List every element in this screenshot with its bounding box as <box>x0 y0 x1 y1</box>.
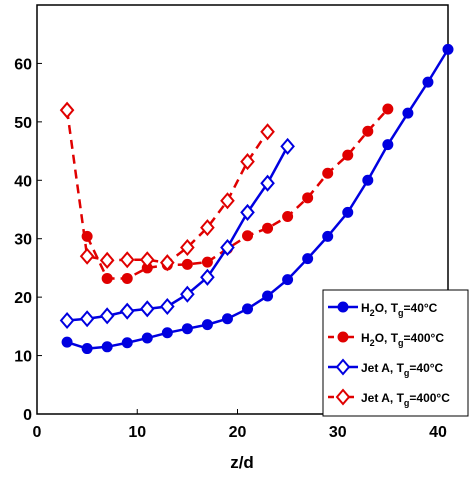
marker <box>159 254 175 272</box>
marker <box>262 290 274 302</box>
marker <box>262 222 274 234</box>
marker <box>382 139 394 151</box>
series-line <box>66 145 289 322</box>
legend-marker <box>335 358 351 376</box>
y-tick-label: 50 <box>14 115 32 132</box>
marker <box>79 310 95 328</box>
legend-text-part: O, T <box>375 331 399 345</box>
marker <box>180 285 195 303</box>
marker <box>121 337 133 349</box>
legend-text-part: g <box>398 308 404 318</box>
marker <box>402 107 414 119</box>
marker <box>240 203 255 221</box>
marker <box>260 174 275 192</box>
marker <box>221 313 233 325</box>
marker <box>159 297 175 316</box>
marker <box>362 174 374 186</box>
marker <box>81 343 93 355</box>
marker <box>282 274 294 286</box>
marker <box>181 323 193 335</box>
marker <box>260 123 275 141</box>
marker <box>322 230 334 242</box>
legend-text-part: =40°C <box>409 361 443 375</box>
y-tick-label: 10 <box>14 349 32 366</box>
marker <box>141 332 153 344</box>
x-tick-label: 40 <box>429 424 447 441</box>
y-tick-label: 40 <box>14 173 32 190</box>
marker <box>61 336 73 348</box>
marker <box>59 101 75 119</box>
legend-text-part: g <box>404 398 410 408</box>
x-tick-label: 30 <box>329 424 347 441</box>
legend-text-part: Jet A, T <box>361 361 405 375</box>
marker <box>280 137 295 155</box>
legend-marker <box>337 331 349 343</box>
plot-frame <box>36 4 449 415</box>
marker <box>342 206 354 218</box>
legend-text-part: H <box>361 301 370 315</box>
marker <box>101 341 113 353</box>
legend-text-part: Jet A, T <box>361 391 405 405</box>
marker <box>220 238 235 257</box>
marker <box>181 258 193 270</box>
marker <box>442 43 454 55</box>
marker <box>139 300 155 318</box>
marker <box>79 247 95 265</box>
y-tick-label: 60 <box>14 56 32 73</box>
series-line <box>85 108 389 280</box>
legend-text-part: g <box>398 338 404 348</box>
marker <box>121 272 133 284</box>
marker <box>119 302 135 320</box>
marker <box>161 327 173 339</box>
marker <box>322 167 334 179</box>
legend-label: H2O, Tg=400°C <box>361 331 444 348</box>
legend-text-part: =400°C <box>409 391 450 405</box>
legend-label: H2O, Tg=40°C <box>361 301 438 318</box>
marker <box>362 125 374 137</box>
legend-label: Jet A, Tg=40°C <box>361 361 444 378</box>
marker <box>99 251 115 269</box>
marker <box>200 268 215 286</box>
legend-marker <box>335 388 351 406</box>
marker <box>242 230 254 242</box>
legend-text-part: H <box>361 331 370 345</box>
legend-text-part: 2 <box>370 308 375 318</box>
marker <box>422 76 434 88</box>
legend-text-part: =40°C <box>404 301 438 315</box>
marker <box>242 303 254 315</box>
marker <box>101 272 113 284</box>
marker <box>282 211 294 223</box>
legend-text-part: 2 <box>370 338 375 348</box>
marker <box>220 192 235 210</box>
marker <box>119 251 135 269</box>
legend-text-part: g <box>404 368 410 378</box>
x-axis-label: z/d <box>230 453 254 472</box>
marker <box>200 219 215 237</box>
marker <box>201 319 213 331</box>
marker <box>342 149 354 161</box>
y-tick-label: 0 <box>23 407 32 424</box>
legend-marker <box>337 301 349 313</box>
marker <box>139 251 155 269</box>
y-tick-label: 30 <box>14 232 32 249</box>
marker <box>240 153 255 171</box>
legend-label: Jet A, Tg=400°C <box>361 391 450 408</box>
marker <box>99 307 115 325</box>
legend-text-part: O, T <box>375 301 399 315</box>
marker <box>302 253 314 265</box>
marker <box>180 238 195 257</box>
x-tick-label: 20 <box>229 424 247 441</box>
legend-text-part: =400°C <box>404 331 445 345</box>
marker <box>201 256 213 268</box>
marker <box>302 192 314 204</box>
x-tick-label: 0 <box>33 424 42 441</box>
marker <box>59 311 75 330</box>
x-tick-label: 10 <box>128 424 146 441</box>
y-tick-label: 20 <box>14 290 32 307</box>
marker <box>382 103 394 115</box>
series-line <box>65 110 269 264</box>
